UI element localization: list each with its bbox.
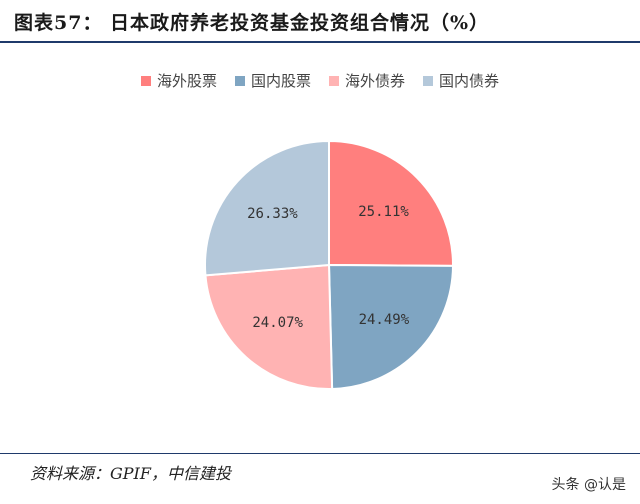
legend-label: 海外股票: [156, 72, 217, 90]
watermark: 头条 @认是: [551, 477, 626, 493]
slice-label: 26.33%: [247, 206, 298, 222]
slice-label: 24.07%: [252, 315, 303, 331]
pie-slice: [204, 263, 334, 390]
slice-label: 24.49%: [359, 312, 410, 328]
pie-slice: [204, 139, 330, 277]
legend-item: 海外债券: [329, 70, 405, 91]
slice-label: 25.11%: [358, 204, 409, 220]
pie-slice: [328, 139, 454, 267]
legend-item: 国内债券: [423, 70, 499, 91]
pie-slice: [327, 263, 455, 390]
legend-swatch: [423, 75, 434, 86]
figure-title: 图表57： 日本政府养老投资基金投资组合情况（%）: [14, 12, 490, 34]
legend-swatch: [234, 75, 245, 86]
legend-label: 海外债券: [345, 72, 406, 90]
chart-legend: 海外股票 国内股票 海外债券 国内债券: [0, 70, 640, 91]
legend-swatch: [140, 75, 151, 86]
source-note: 资料来源：GPIF，中信建投: [30, 464, 231, 483]
legend-swatch: [329, 75, 339, 86]
legend-label: 国内股票: [250, 72, 311, 90]
legend-label: 国内债券: [439, 72, 500, 90]
footer-rule: [0, 453, 640, 454]
title-rule: [0, 41, 640, 43]
legend-item: 海外股票: [140, 70, 217, 91]
legend-item: 国内股票: [234, 70, 311, 91]
